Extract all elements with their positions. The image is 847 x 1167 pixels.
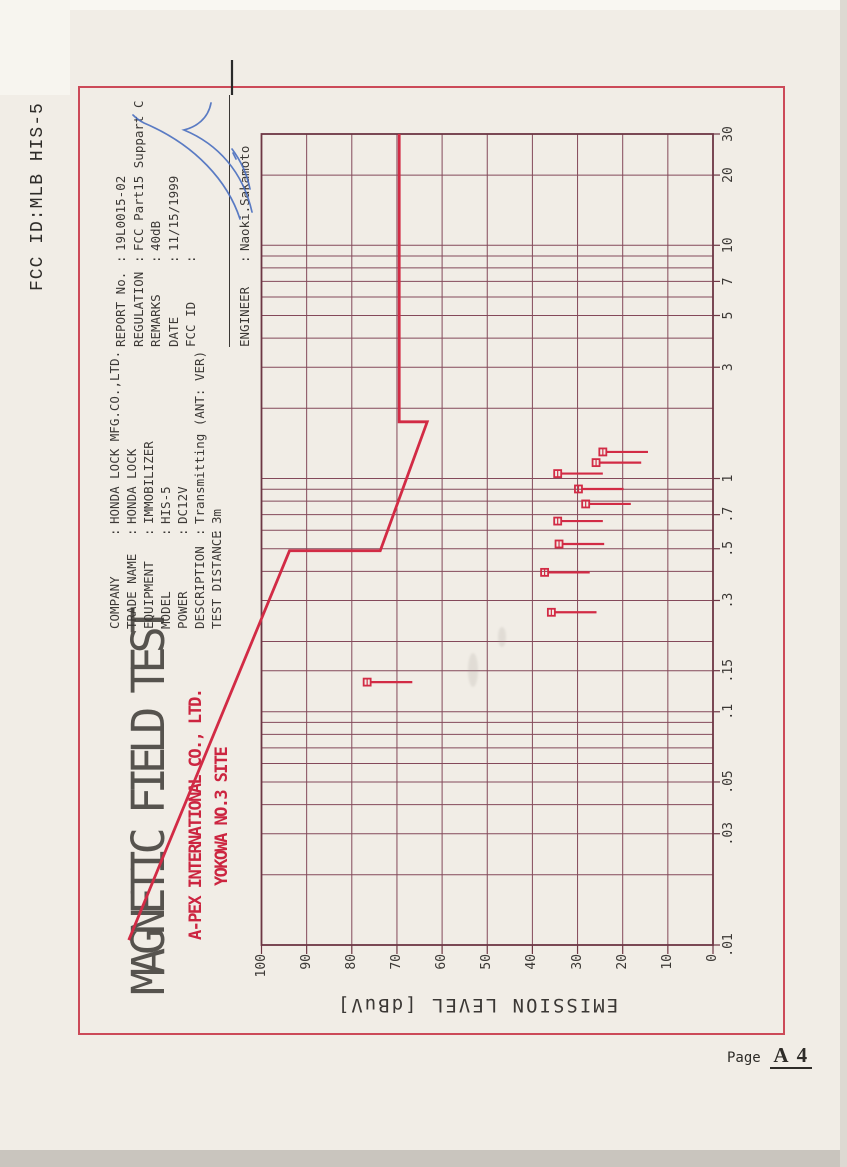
scan-corner <box>0 0 70 95</box>
page-footer: Page A 4 <box>727 1043 813 1069</box>
scan-edge <box>840 0 847 1167</box>
signature-stroke <box>232 152 237 160</box>
scan-smudge <box>498 627 506 647</box>
scan-edge <box>0 1150 847 1167</box>
scan-edge <box>0 0 847 10</box>
signature-stroke <box>181 102 253 213</box>
signature-stroke <box>132 114 241 220</box>
signature-stroke <box>231 148 251 190</box>
page-label: Page <box>727 1050 761 1066</box>
limit-line <box>127 134 430 941</box>
page-number: A 4 <box>770 1043 813 1069</box>
scan-smudge <box>468 653 478 687</box>
